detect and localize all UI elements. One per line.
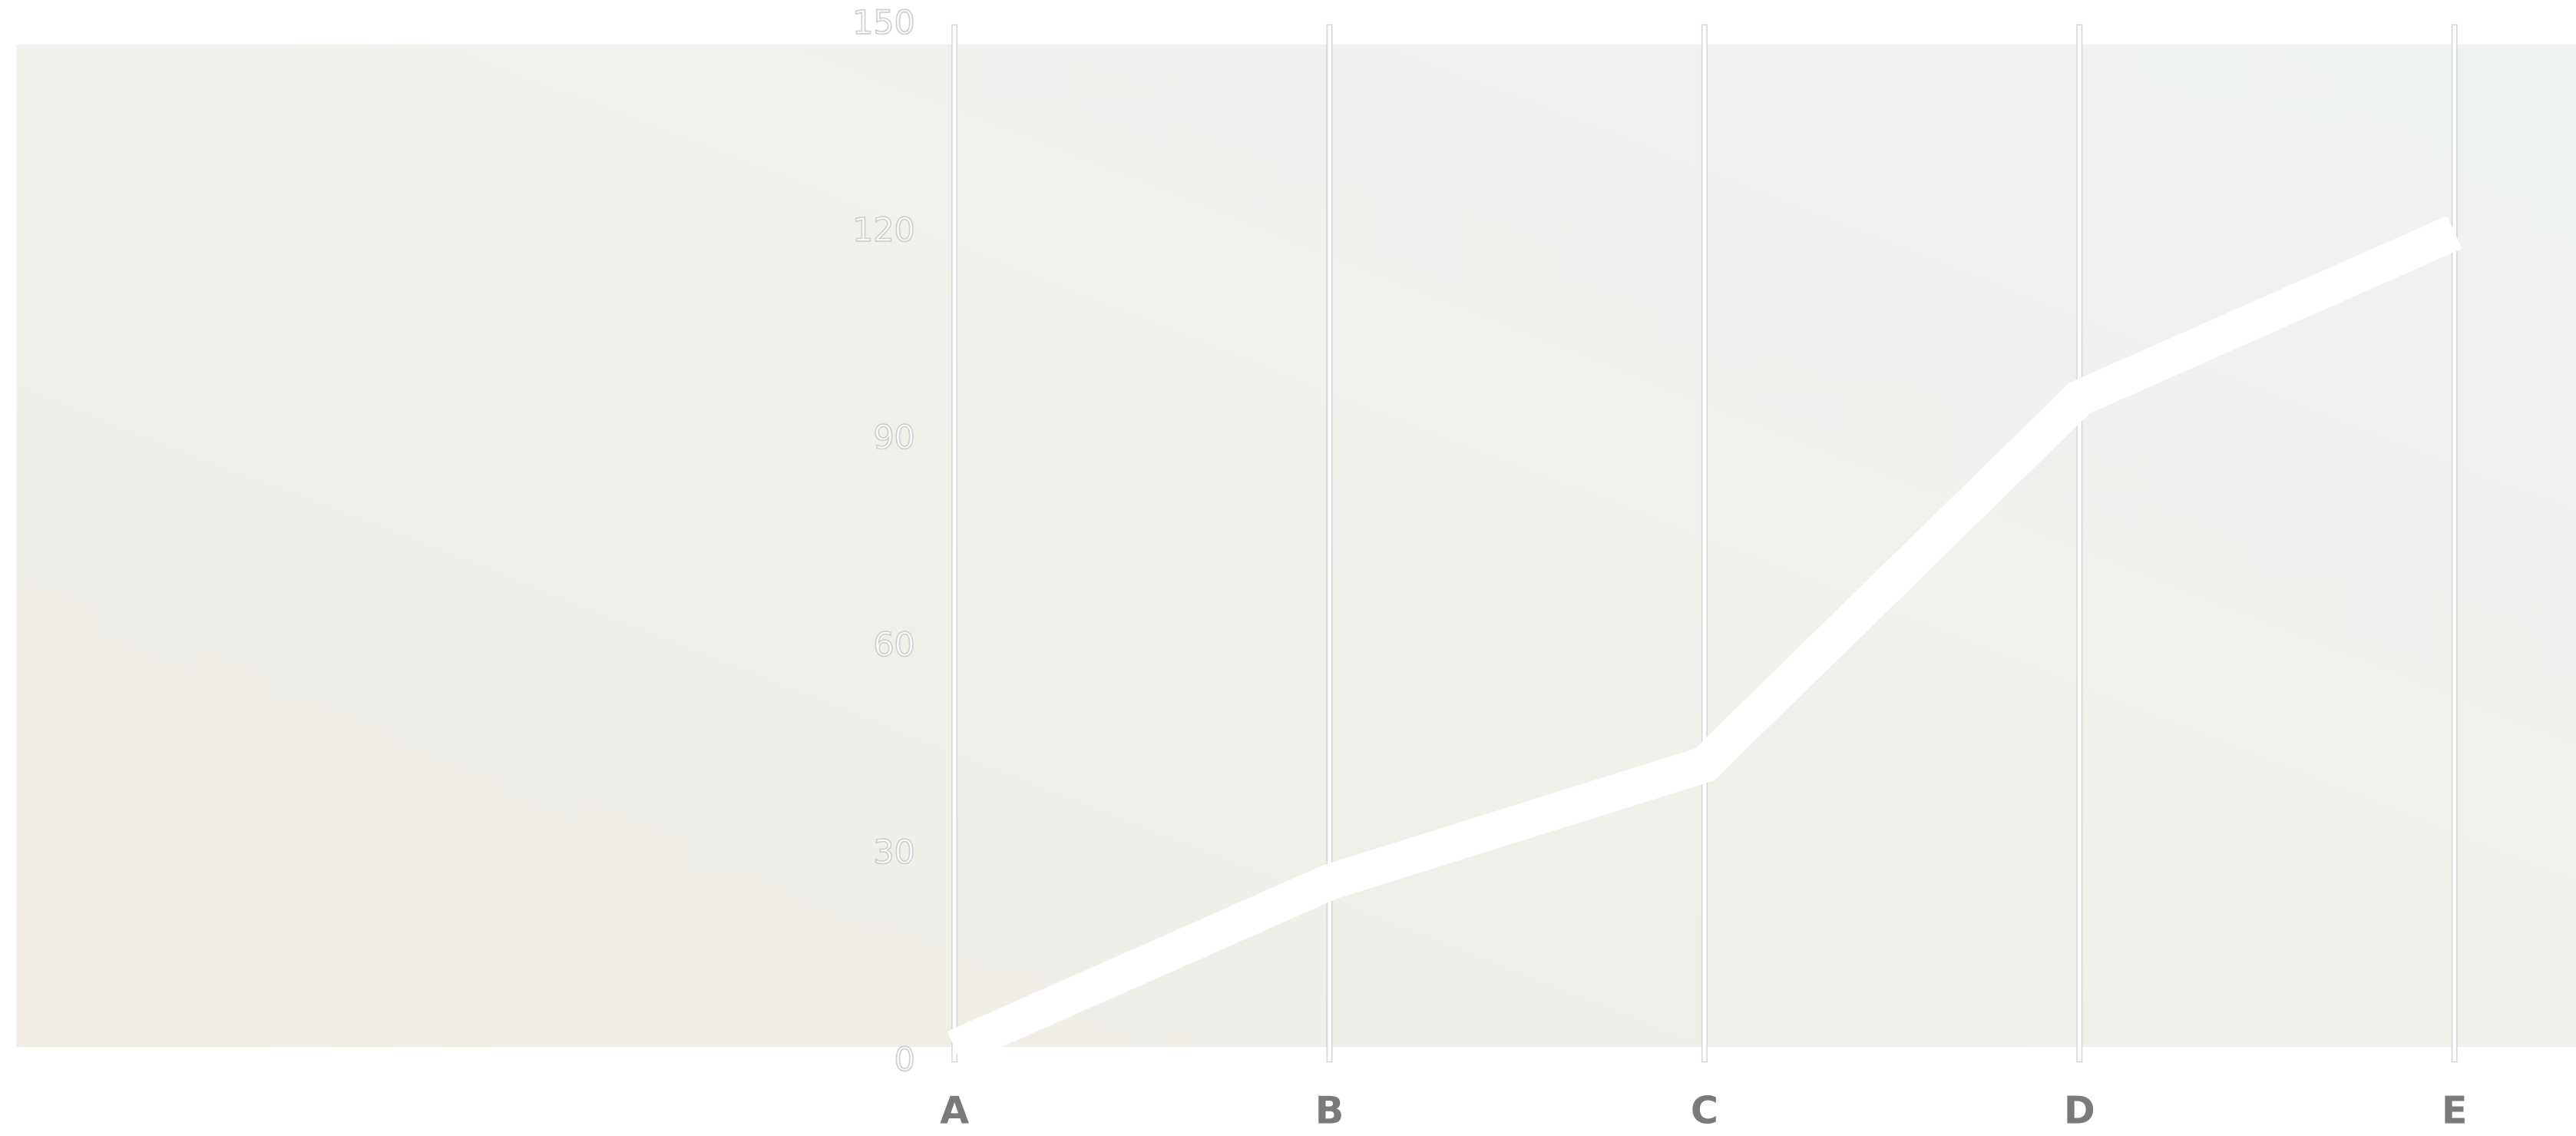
line (947, 215, 2462, 1065)
x-tick-label: A (940, 1088, 969, 1132)
y-tick-label: 0 (894, 1041, 915, 1079)
x-tick-label: E (2442, 1088, 2468, 1132)
labels: 0 30 60 90 120 150 A B C D E (852, 3, 2468, 1132)
marks (947, 215, 2462, 1065)
x-tick-label: B (1315, 1088, 1344, 1132)
grid-line (2076, 24, 2083, 1063)
grid-line (1701, 24, 1708, 1063)
y-tick-label: 30 (873, 833, 914, 872)
grid-line (2451, 24, 2458, 1063)
y-tick-label: 150 (852, 4, 915, 42)
y-tick-label: 90 (873, 419, 914, 457)
grid-line (951, 24, 958, 1063)
grid-line (1326, 24, 1333, 1063)
y-tick-label: 120 (852, 211, 915, 250)
x-tick-label: C (1691, 1088, 1718, 1132)
x-tick-label: D (2064, 1088, 2095, 1132)
y-tick-label: 60 (873, 626, 914, 664)
grid (951, 24, 2458, 1063)
